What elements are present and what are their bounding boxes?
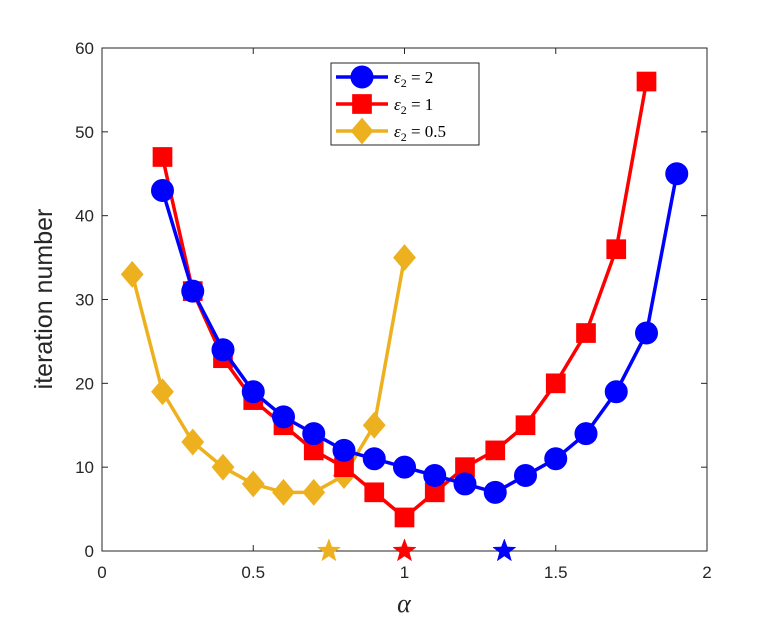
legend-entry: ε2 = 0.5 [336, 117, 446, 145]
data-point [394, 507, 415, 528]
data-point [302, 478, 326, 506]
data-point [665, 162, 689, 186]
data-point [362, 411, 386, 439]
data-point [151, 179, 174, 203]
data-point [423, 464, 447, 488]
y-tick-label: 0 [85, 542, 94, 561]
series-line [130, 257, 407, 495]
data-point [181, 428, 205, 456]
legend: ε2 = 2 ε2 = 1 ε2 = 0.5 [330, 62, 480, 146]
y-tick-label: 60 [75, 39, 94, 58]
data-point [302, 422, 326, 446]
legend-marker [350, 117, 374, 145]
data-point [636, 71, 657, 92]
y-tick-label: 40 [75, 207, 94, 226]
y-tick-label: 20 [75, 374, 94, 393]
data-point [241, 380, 265, 404]
data-point [483, 480, 507, 504]
data-point [120, 260, 144, 288]
data-point [393, 244, 416, 272]
legend-entry: ε2 = 1 [336, 94, 433, 117]
data-point [364, 482, 385, 503]
legend-entry: ε2 = 2 [336, 65, 433, 90]
legend-label: ε2 = 1 [394, 95, 433, 117]
y-axis-label: iteration number [30, 209, 58, 390]
series-circle [151, 162, 689, 504]
x-tick-label: 0 [97, 563, 106, 582]
x-tick-label: 1 [400, 563, 409, 582]
data-point [211, 453, 235, 481]
data-point [272, 405, 295, 429]
series-layer [120, 71, 689, 528]
data-point [544, 447, 568, 471]
data-point [241, 470, 265, 498]
data-point [272, 478, 295, 506]
data-point [453, 472, 477, 496]
data-point [604, 380, 628, 404]
legend-marker [352, 94, 372, 114]
x-tick-label: 2 [702, 563, 711, 582]
annotation-layer [316, 538, 517, 562]
x-tick-label: 1.5 [544, 563, 568, 582]
data-point [635, 321, 658, 345]
x-axis-label: α [397, 589, 412, 618]
data-point [152, 147, 173, 167]
data-point [574, 422, 598, 446]
star-marker [392, 538, 417, 562]
x-tick-label: 0.5 [241, 563, 265, 582]
data-point [514, 464, 537, 488]
data-point [181, 279, 205, 303]
data-point [576, 323, 596, 343]
legend-label: ε2 = 0.5 [394, 122, 446, 144]
data-point [151, 378, 174, 406]
legend-label: ε2 = 2 [394, 68, 433, 90]
data-point [393, 455, 416, 479]
data-point [332, 438, 356, 462]
legend-marker [350, 65, 374, 89]
y-tick-label: 10 [75, 458, 94, 477]
data-point [606, 239, 627, 260]
data-point [545, 373, 566, 394]
data-point [362, 447, 386, 471]
y-tick-label: 30 [75, 291, 94, 310]
y-tick-label: 50 [75, 123, 94, 142]
data-point [515, 415, 536, 436]
star-marker [316, 538, 341, 562]
data-point [485, 440, 506, 461]
data-point [211, 338, 235, 362]
star-marker [492, 538, 517, 562]
